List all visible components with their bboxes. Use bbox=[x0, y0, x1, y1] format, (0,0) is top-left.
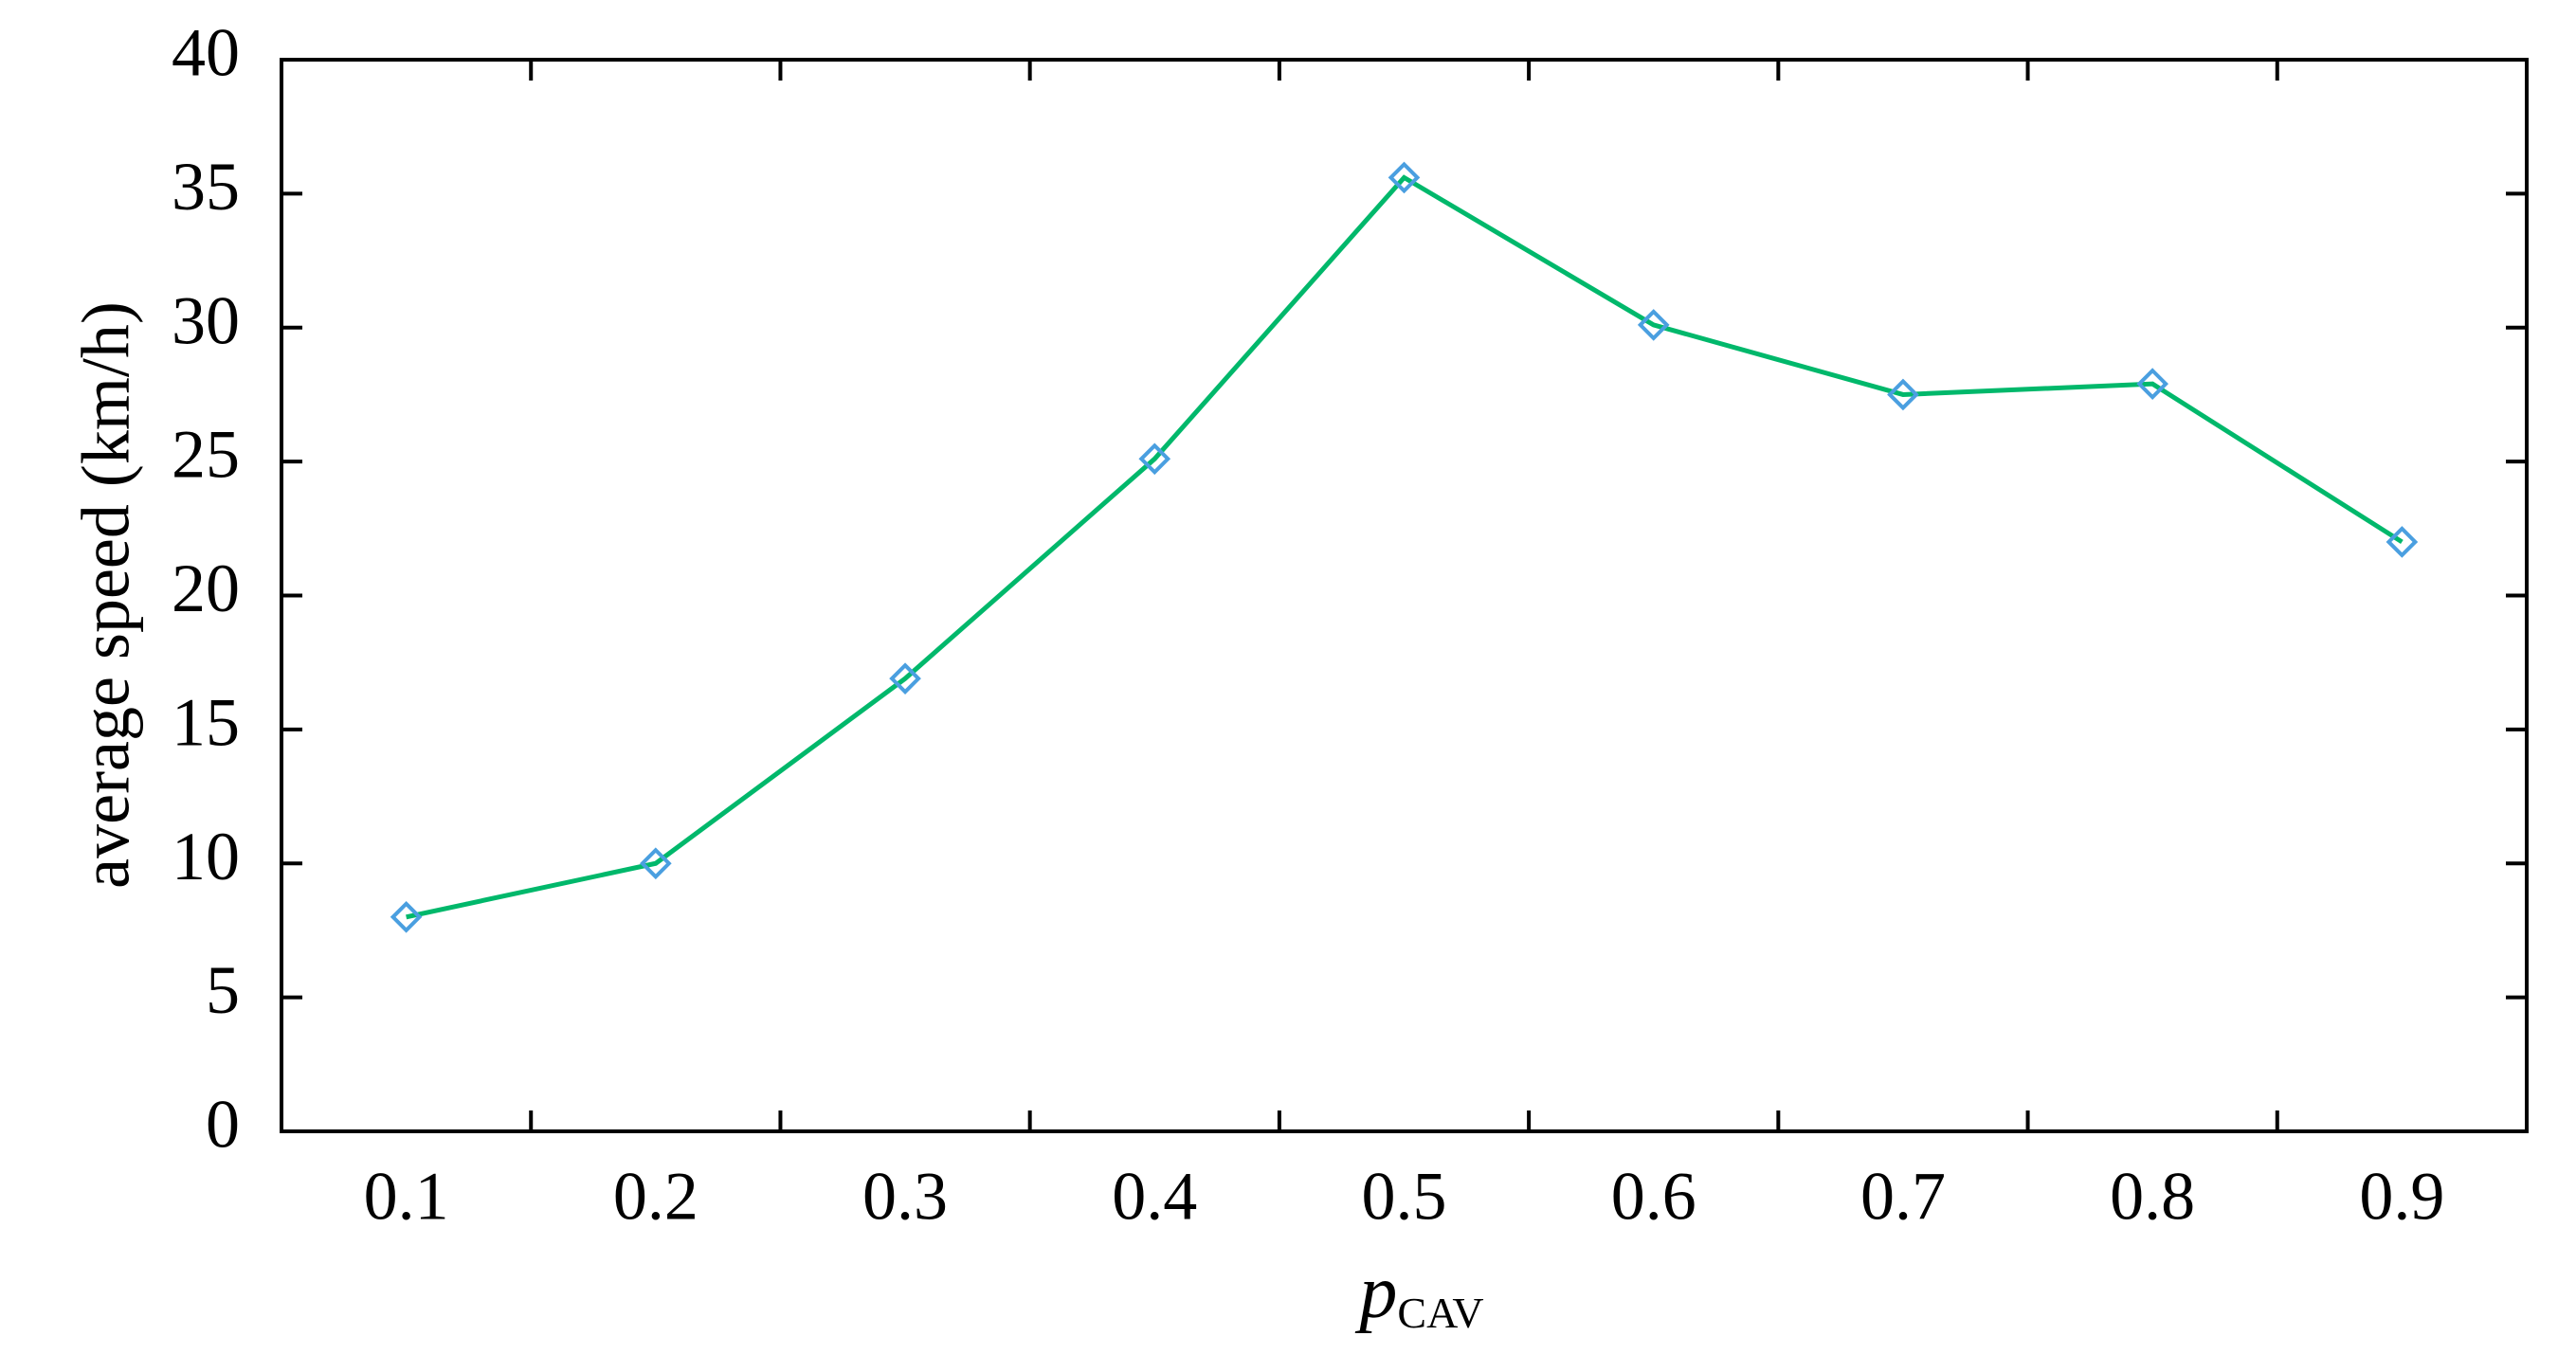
data-point bbox=[1138, 442, 1171, 476]
series-line bbox=[406, 174, 2404, 920]
x-axis-label-main: p bbox=[1354, 1251, 1397, 1334]
y-tick-label: 25 bbox=[172, 417, 240, 493]
x-tick-label: 0.7 bbox=[1860, 1159, 1946, 1235]
y-tick-label: 30 bbox=[172, 282, 240, 358]
data-point bbox=[2136, 368, 2168, 400]
y-tick-label: 40 bbox=[172, 15, 240, 91]
data-point bbox=[889, 662, 921, 695]
data-point bbox=[1388, 161, 1421, 194]
data-point bbox=[390, 900, 423, 933]
data-point bbox=[1637, 309, 1670, 341]
x-tick-label: 0.1 bbox=[364, 1159, 449, 1235]
x-axis-label-sub: CAV bbox=[1397, 1289, 1483, 1337]
x-tick-label: 0.8 bbox=[2110, 1159, 2195, 1235]
x-axis-label: pCAV bbox=[1354, 1251, 1483, 1336]
y-tick-label: 20 bbox=[172, 551, 240, 626]
x-tick-label: 0.6 bbox=[1611, 1159, 1696, 1235]
x-tick-label: 0.3 bbox=[862, 1159, 948, 1235]
x-tick-label: 0.4 bbox=[1112, 1159, 1197, 1235]
x-tick-label: 0.2 bbox=[613, 1159, 698, 1235]
y-tick-label: 15 bbox=[172, 684, 240, 760]
x-tick-label: 0.9 bbox=[2359, 1159, 2444, 1235]
data-point bbox=[640, 847, 672, 880]
y-tick-label: 5 bbox=[206, 952, 240, 1028]
data-point bbox=[1887, 378, 1919, 411]
y-tick-label: 0 bbox=[206, 1087, 240, 1163]
y-axis-label: average speed (km/h) bbox=[68, 301, 144, 889]
y-tick-label: 10 bbox=[172, 819, 240, 894]
data-point bbox=[2386, 526, 2419, 558]
plot-frame bbox=[280, 58, 2529, 1133]
x-tick-label: 0.5 bbox=[1362, 1159, 1447, 1235]
y-tick-label: 35 bbox=[172, 149, 240, 225]
